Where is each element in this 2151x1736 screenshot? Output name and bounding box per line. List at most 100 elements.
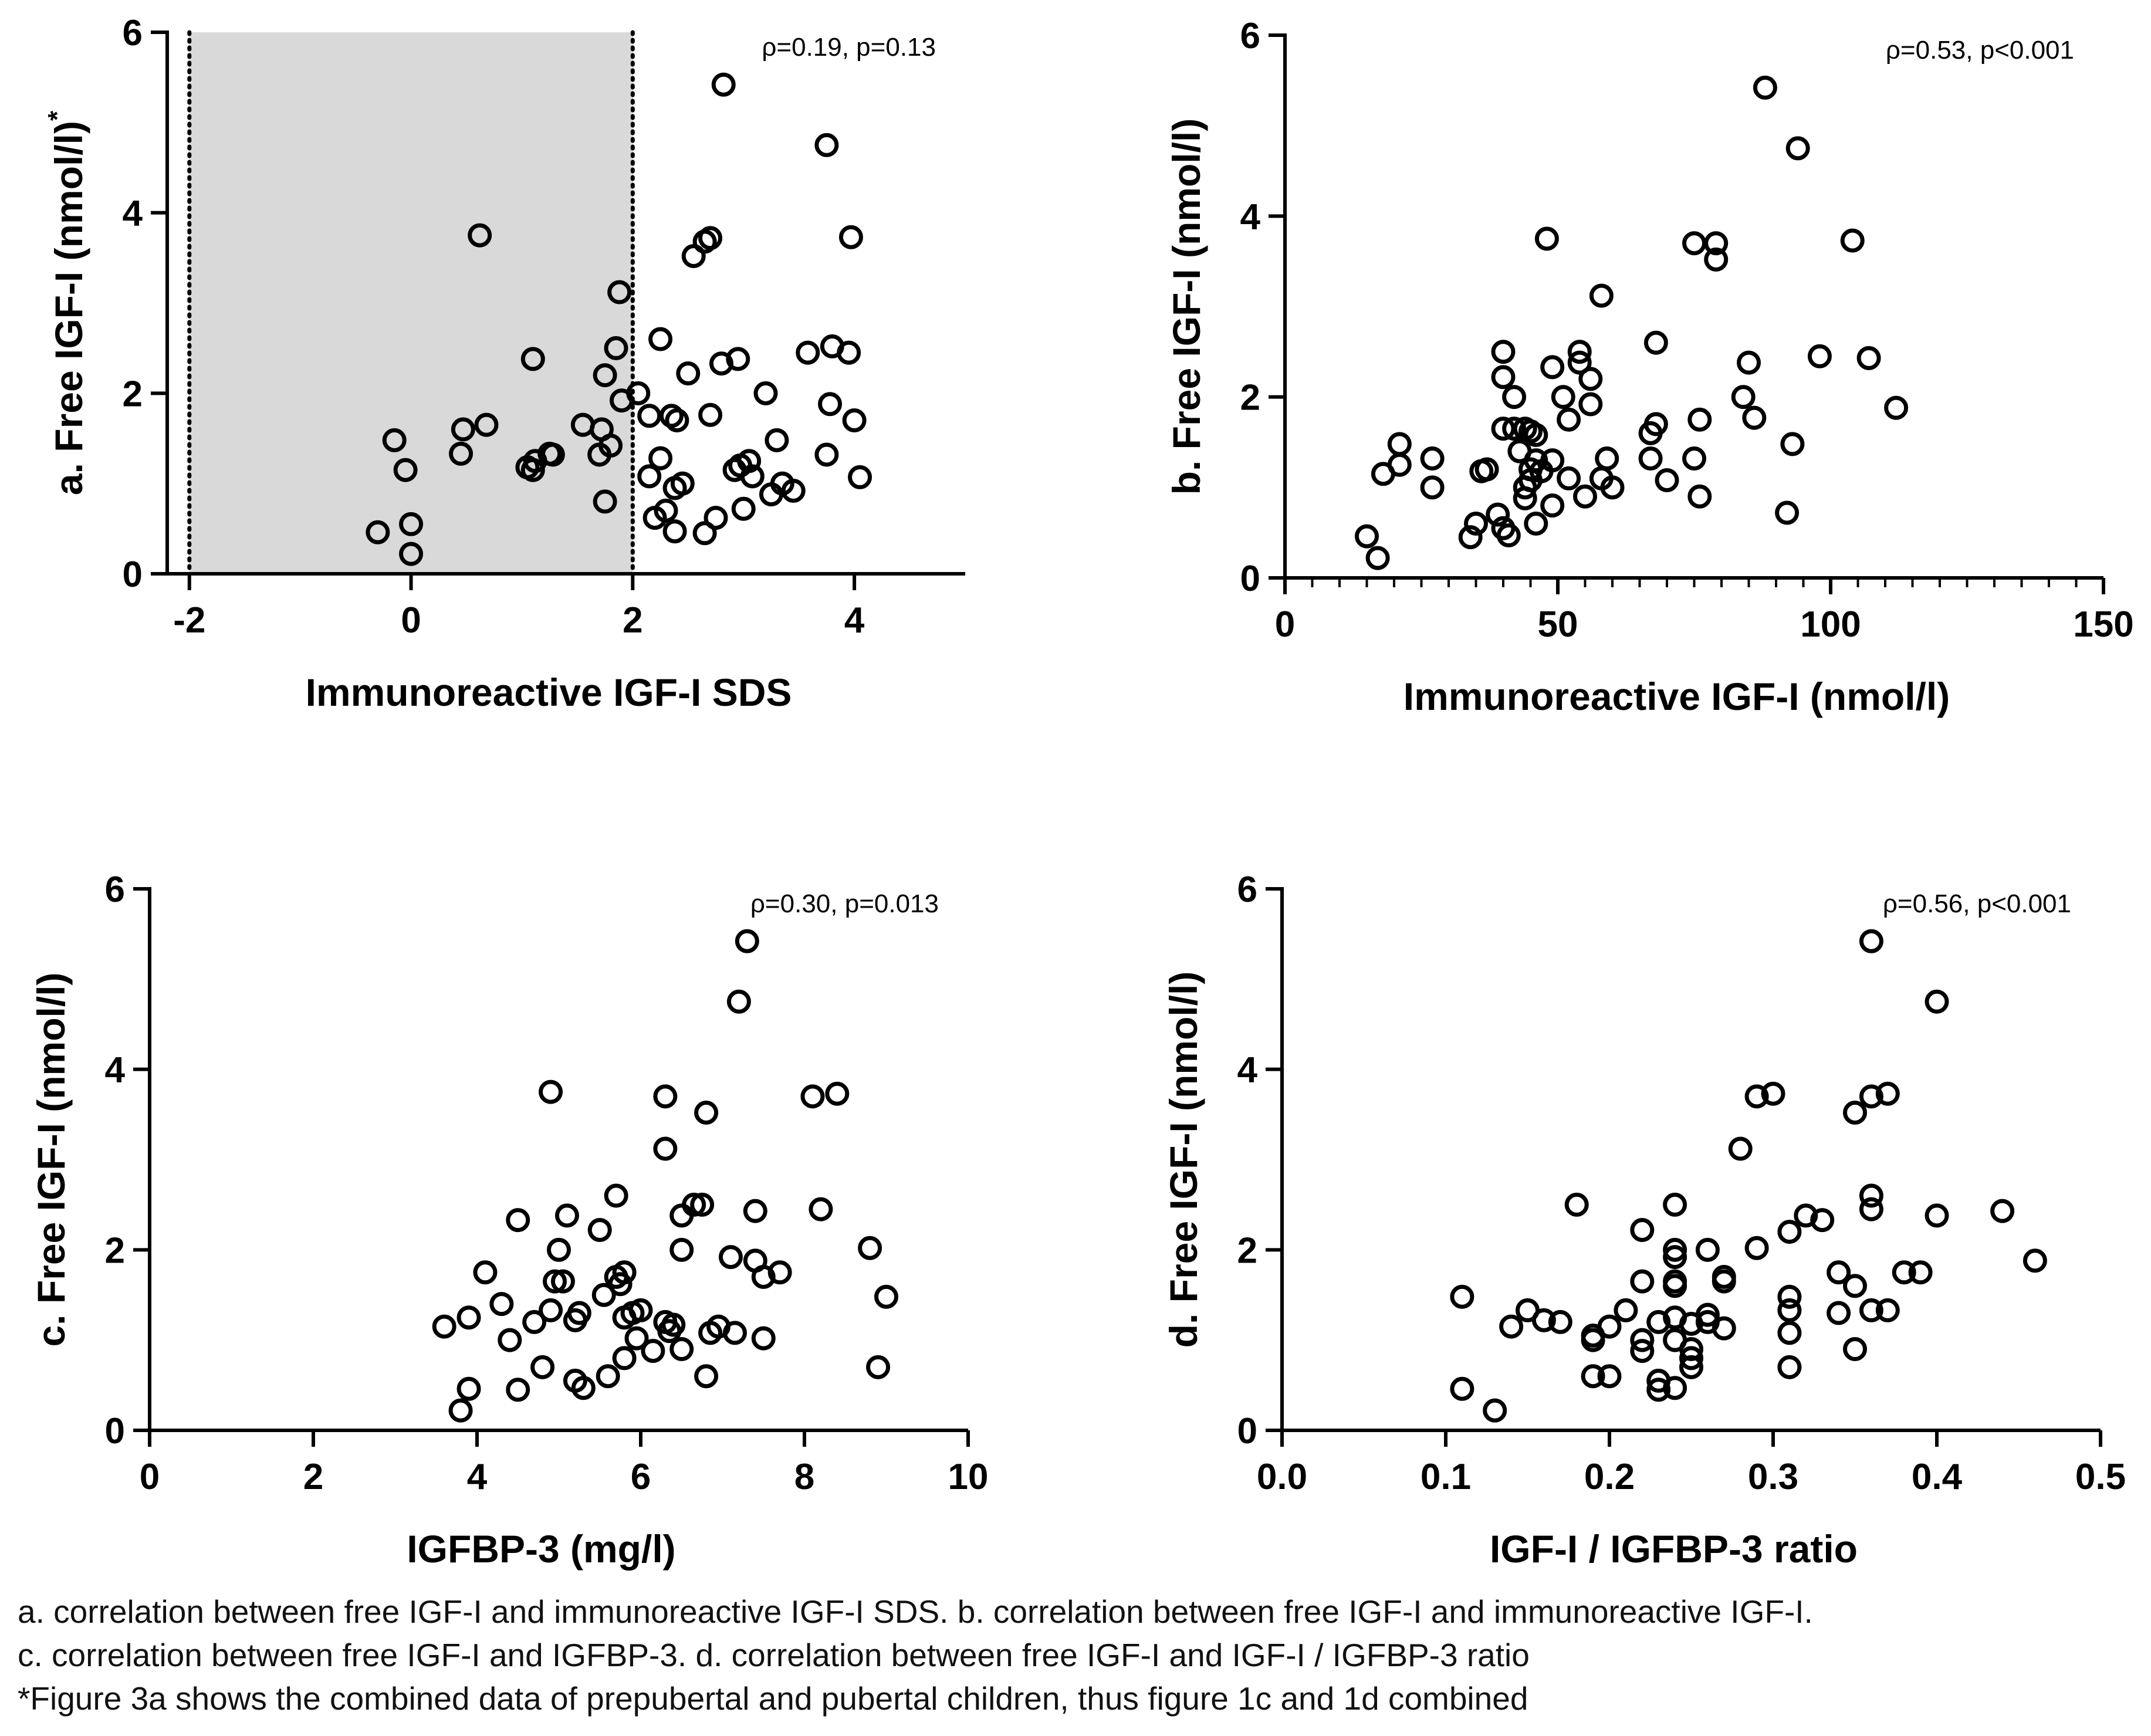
y-tick-label: 2 [123,374,143,414]
x-tick-label: 50 [1538,604,1578,645]
x-axis-title: IGF-I / IGFBP-3 ratio [1490,1527,1858,1571]
data-point [1464,512,1488,536]
data-point [825,1081,850,1106]
data-point [1595,446,1619,471]
data-point [800,1084,825,1109]
data-point [637,464,662,489]
data-point [554,1203,579,1228]
data-point [1578,392,1603,417]
data-point [604,336,628,360]
data-point [1540,355,1565,380]
data-point [598,434,623,458]
x-tick-label: 10 [948,1457,989,1497]
data-point [399,512,424,536]
data-point [1827,1260,1851,1285]
x-axis-title: Immunoreactive IGF-I SDS [306,671,792,714]
data-point [874,1284,898,1309]
data-point [366,520,390,544]
data-point [670,471,695,496]
data-point [743,1199,767,1223]
data-point [1856,346,1881,370]
y-tick-label: 6 [105,869,125,910]
data-point [1728,1136,1753,1161]
data-point [1925,989,1949,1014]
y-tick-label: 2 [105,1230,125,1271]
data-point [1777,1355,1802,1379]
data-point [1843,1337,1867,1362]
y-tick-label: 4 [1237,1050,1258,1091]
data-point [1679,1355,1703,1379]
data-point [661,1312,686,1337]
data-point [571,1376,596,1400]
data-point [737,449,762,473]
data-point [547,1237,571,1262]
y-tick-label: 2 [1237,1230,1257,1271]
data-point [593,489,617,514]
data-point [1704,247,1729,272]
data-point [858,1236,882,1260]
data-point [612,1346,637,1370]
data-point [1695,1302,1720,1327]
data-point [1597,1314,1622,1339]
data-point [543,1269,567,1294]
data-point [818,392,843,417]
data-point [1567,340,1592,364]
data-point [448,1398,473,1423]
data-point [399,542,424,566]
data-point [1827,1301,1851,1325]
data-point [1387,432,1412,456]
data-point [751,1264,776,1289]
data-point [1731,385,1756,410]
correlation-annotation: ρ=0.19, p=0.13 [762,33,936,62]
x-tick-label: 6 [631,1457,651,1497]
y-tick-label: 4 [1240,197,1261,237]
data-point [1807,344,1832,368]
x-tick-label: 0 [401,600,421,641]
x-tick-label: 100 [1800,604,1861,645]
data-point [1365,546,1390,570]
data-point [1581,1364,1605,1389]
data-point [1884,395,1909,420]
data-point [1843,1101,1867,1125]
data-point [659,404,684,428]
data-point [781,478,806,503]
data-point [653,1136,678,1161]
data-point [1491,340,1516,364]
data-point [612,1260,637,1285]
y-tick-label: 4 [105,1050,126,1091]
data-point [1420,446,1445,471]
data-point [1892,1260,1916,1285]
y-axis-title: a. Free IGF-I (nmol/l)* [43,110,90,495]
data-point [753,381,778,405]
data-point [814,442,839,467]
panel-d: 0 2 4 6 0.0 0.1 0.2 0.3 0.4 0.5 IGF-I / IGFBP-3 ra… [1162,869,2126,1571]
data-point [628,1298,653,1322]
data-point [1777,1284,1802,1309]
data-point [669,1237,694,1262]
correlation-annotation: ρ=0.30, p=0.013 [750,889,939,918]
data-point [1578,367,1603,391]
data-point [1744,1236,1769,1260]
data-point [1450,1284,1474,1309]
data-point [1450,1376,1474,1401]
data-point [456,1305,481,1330]
data-point [1630,1217,1655,1242]
panel-a: 0 2 4 6 -2 0 2 4 Immunoreactive IGF-I SDS a. Free… [43,13,965,714]
data-point [474,412,499,437]
data-point [1679,1346,1703,1370]
data-point [1548,1309,1572,1334]
data-point [690,1192,715,1217]
data-point [1687,407,1712,432]
x-tick-label: 4 [844,600,865,641]
caption-line-3: *Figure 3a shows the combined data of pr… [18,1680,1528,1717]
data-point [1355,524,1379,549]
data-point [1742,405,1767,430]
correlation-annotation: ρ=0.53, p<0.001 [1886,36,2074,65]
data-point [520,347,545,371]
data-point [530,1355,555,1379]
data-point [1663,1245,1687,1270]
data-point [669,1203,694,1228]
data-point [809,1197,833,1221]
data-point [449,441,474,466]
x-tick-label: 0.0 [1257,1457,1307,1497]
